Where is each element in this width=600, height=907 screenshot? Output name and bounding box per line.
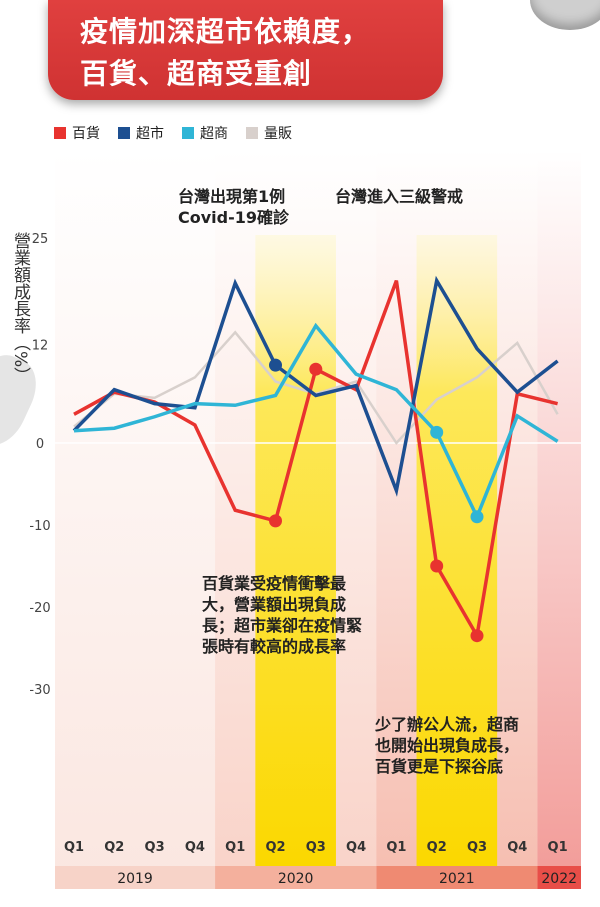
y-axis-label: 營業額成長率（%） [10, 232, 30, 385]
x-tick-label: Q1 [225, 840, 245, 855]
y-tick-label: 12 [32, 339, 49, 354]
legend-label: 量販 [264, 126, 292, 142]
x-tick-label: Q2 [265, 840, 285, 855]
legend-entry: 百貨 [54, 123, 100, 143]
x-tick-label: Q4 [346, 840, 366, 855]
y-tick-label: -10 [29, 519, 50, 534]
annotation-convenience-store-decline: 少了辦公人流，超商 也開始出現負成長， 百貨更是下探谷底 [375, 715, 520, 776]
x-tick-label: Q1 [548, 840, 568, 855]
legend-entry: 超市 [118, 123, 164, 143]
x-tick-label: Q1 [64, 840, 84, 855]
year-band-2021 [376, 866, 538, 889]
annotation-department-store-impact: 百貨業受疫情衝擊最 大，營業額出現負成 長；超市業卻在疫情緊 張時有較高的成長率 [202, 574, 363, 656]
highlight-period-2 [416, 235, 498, 866]
year-label-2019: 2019 [117, 871, 153, 887]
x-tick-label: Q3 [306, 840, 326, 855]
year-band-2019 [55, 866, 216, 889]
legend-swatch [118, 127, 130, 139]
legend-swatch [54, 127, 66, 139]
series-point-超市 [269, 358, 282, 372]
year-background-2022 [537, 150, 581, 866]
series-point-百貨 [470, 629, 484, 643]
x-tick-label: Q3 [145, 840, 165, 855]
chart-legend: 百貨 超市 超商 量販 [54, 123, 292, 143]
x-tick-label: Q4 [185, 840, 205, 855]
legend-label: 超市 [136, 126, 164, 142]
legend-swatch [246, 127, 258, 139]
series-point-百貨 [309, 362, 323, 376]
y-tick-label: 0 [36, 437, 44, 452]
legend-label: 百貨 [72, 126, 100, 142]
annotation-level3-alert: 台灣進入三級警戒 [335, 187, 464, 206]
x-tick-label: Q2 [427, 840, 447, 855]
annotation-first-covid-case: 台灣出現第1例 Covid-19確診 [178, 187, 290, 227]
legend-swatch [182, 127, 194, 139]
series-line-超市 [72, 275, 559, 497]
y-tick-label: -20 [29, 601, 50, 616]
highlight-period-1 [255, 235, 336, 866]
year-label-2020: 2020 [278, 871, 314, 887]
x-tick-label: Q2 [104, 840, 124, 855]
series-point-超商 [470, 510, 484, 524]
series-point-百貨 [430, 559, 444, 573]
x-tick-label: Q3 [467, 840, 487, 855]
chart-title-line-1: 疫情加深超市依賴度， [80, 15, 371, 48]
year-band-2022 [537, 866, 581, 889]
title-banner: 疫情加深超市依賴度， 百貨、超商受重創 [48, 0, 443, 100]
legend-entry: 超商 [182, 123, 228, 143]
year-background-2019 [55, 150, 216, 866]
y-tick-label: -30 [29, 683, 50, 698]
year-label-2021: 2021 [439, 871, 475, 887]
x-tick-label: Q4 [507, 840, 527, 855]
year-label-2022: 2022 [541, 871, 577, 887]
series-point-超商 [430, 425, 444, 439]
series-point-百貨 [269, 514, 282, 528]
year-band-2020 [215, 866, 377, 889]
chart-title-line-2: 百貨、超商受重創 [80, 57, 313, 90]
legend-entry: 量販 [246, 123, 292, 143]
legend-label: 超商 [200, 126, 228, 142]
x-tick-label: Q1 [386, 840, 406, 855]
y-tick-label: 25 [32, 232, 49, 247]
